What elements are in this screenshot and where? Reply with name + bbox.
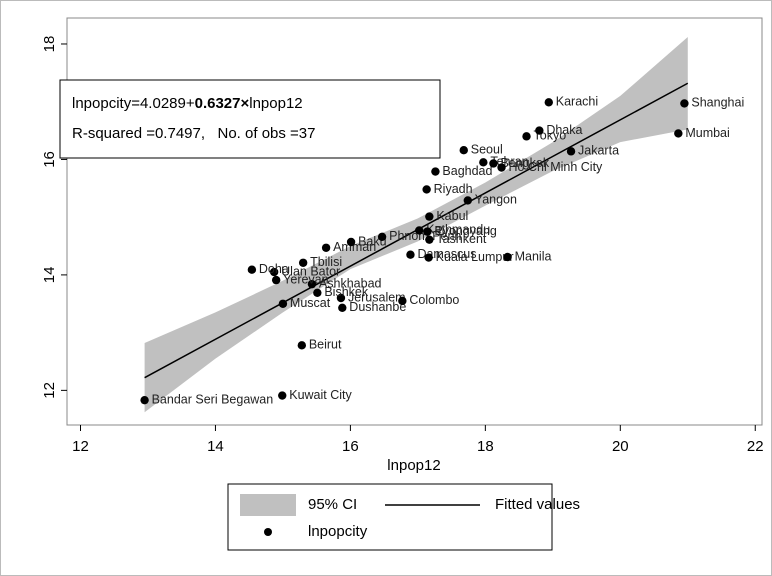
point bbox=[247, 265, 257, 274]
point-label: Ashkhabad bbox=[319, 276, 382, 290]
x-axis-title: lnpop12 bbox=[387, 457, 440, 474]
x-tick-label: 12 bbox=[72, 438, 89, 455]
x-tick-label: 16 bbox=[342, 438, 359, 455]
eq-prefix: lnpopcity=4.0289+ bbox=[72, 95, 195, 112]
point bbox=[278, 391, 287, 400]
annotation-box bbox=[59, 79, 441, 159]
x-tick-label: 22 bbox=[747, 438, 764, 455]
point bbox=[415, 226, 424, 235]
point-label: Pyongyang bbox=[434, 224, 497, 238]
point-label: Doha bbox=[259, 262, 289, 276]
point bbox=[346, 237, 356, 247]
point bbox=[377, 232, 387, 241]
point bbox=[544, 98, 553, 107]
point-label: Mumbai bbox=[685, 126, 729, 140]
point bbox=[297, 341, 307, 350]
legend bbox=[227, 483, 553, 551]
point bbox=[425, 235, 434, 244]
point-label: Kabul bbox=[436, 209, 468, 223]
point bbox=[398, 296, 407, 306]
y-tick-label: 12 bbox=[41, 382, 58, 399]
plot-layer: Bandar Seri Begawan Kuwait City Beirut Dush… bbox=[140, 37, 744, 413]
point bbox=[298, 258, 308, 267]
legend-label: lnpopcity bbox=[308, 523, 368, 540]
point-label: Ho Chi Minh City bbox=[509, 160, 604, 174]
point-label: Kathmandu bbox=[426, 223, 490, 237]
legend-swatch bbox=[240, 494, 296, 516]
point bbox=[459, 146, 468, 155]
point bbox=[278, 299, 288, 308]
point bbox=[424, 253, 433, 262]
point-label: Seoul bbox=[471, 142, 503, 156]
x-tick-label: 14 bbox=[207, 438, 224, 455]
x-tick-label: 18 bbox=[477, 438, 494, 455]
point bbox=[674, 129, 683, 138]
annotation-stats: R-squared =0.7497, No. of obs =37 bbox=[72, 125, 316, 142]
point-label: Yangon bbox=[475, 193, 517, 207]
point bbox=[140, 395, 149, 405]
y-tick-label: 16 bbox=[41, 151, 58, 168]
point-label: Dhaka bbox=[546, 123, 582, 137]
y-tick-label: 14 bbox=[41, 267, 58, 284]
point bbox=[321, 243, 331, 252]
point bbox=[313, 288, 322, 297]
point-label: Amman bbox=[333, 240, 376, 254]
point-label: Kuala Lumpur bbox=[436, 250, 514, 264]
point-label: Ulan Bator bbox=[281, 264, 340, 278]
point-label: Bandar Seri Begawan bbox=[152, 392, 274, 406]
eq-suffix: lnpop12 bbox=[249, 95, 302, 112]
legend-swatch bbox=[264, 528, 272, 536]
ci-band bbox=[144, 37, 688, 413]
eq-bold: 0.6327× bbox=[195, 95, 250, 112]
point-label: Bishkek bbox=[324, 285, 369, 299]
point bbox=[522, 132, 531, 141]
point bbox=[271, 275, 281, 285]
point-label: Muscat bbox=[290, 296, 331, 310]
point-label: Riyadh bbox=[434, 182, 473, 196]
point bbox=[503, 252, 512, 262]
point bbox=[269, 267, 279, 277]
point-label: Tbilisi bbox=[310, 255, 342, 269]
point-label: Baghdad bbox=[442, 164, 492, 178]
point bbox=[425, 212, 434, 221]
point-label: Karachi bbox=[556, 95, 598, 109]
point bbox=[431, 167, 440, 176]
point bbox=[307, 279, 317, 289]
y-tick-label: 18 bbox=[41, 36, 58, 53]
point bbox=[535, 126, 544, 135]
annotation-equation: lnpopcity=4.0289+0.6327×lnpop12 bbox=[72, 95, 303, 112]
legend-label: Fitted values bbox=[495, 496, 580, 513]
point bbox=[422, 185, 431, 194]
point bbox=[336, 293, 346, 303]
legend-items: 95% CI Fitted values lnpopcity bbox=[240, 494, 580, 540]
point bbox=[423, 227, 432, 236]
point bbox=[406, 250, 415, 259]
point-label: Bangkok bbox=[500, 156, 549, 170]
point bbox=[497, 163, 506, 172]
point-label: Yerevan bbox=[283, 272, 328, 286]
point-label: Kuwait City bbox=[289, 388, 352, 402]
point bbox=[489, 159, 498, 168]
point-label: Dushanbe bbox=[349, 300, 406, 314]
point-label: Shanghai bbox=[691, 96, 744, 110]
point-label: Colombo bbox=[409, 293, 459, 307]
point bbox=[338, 303, 347, 313]
point-label: Manila bbox=[515, 249, 552, 263]
point-label: Tashkent bbox=[436, 232, 487, 246]
point bbox=[680, 99, 689, 108]
point-label: Phnom Penh bbox=[389, 229, 461, 243]
point bbox=[566, 147, 576, 156]
point-label: Beirut bbox=[309, 338, 342, 352]
point-label: Jerusalem bbox=[348, 290, 406, 304]
legend-label: 95% CI bbox=[308, 496, 357, 513]
point bbox=[479, 158, 488, 167]
point-label: Jakarta bbox=[578, 144, 619, 158]
point bbox=[463, 196, 473, 205]
x-tick-label: 20 bbox=[612, 438, 629, 455]
